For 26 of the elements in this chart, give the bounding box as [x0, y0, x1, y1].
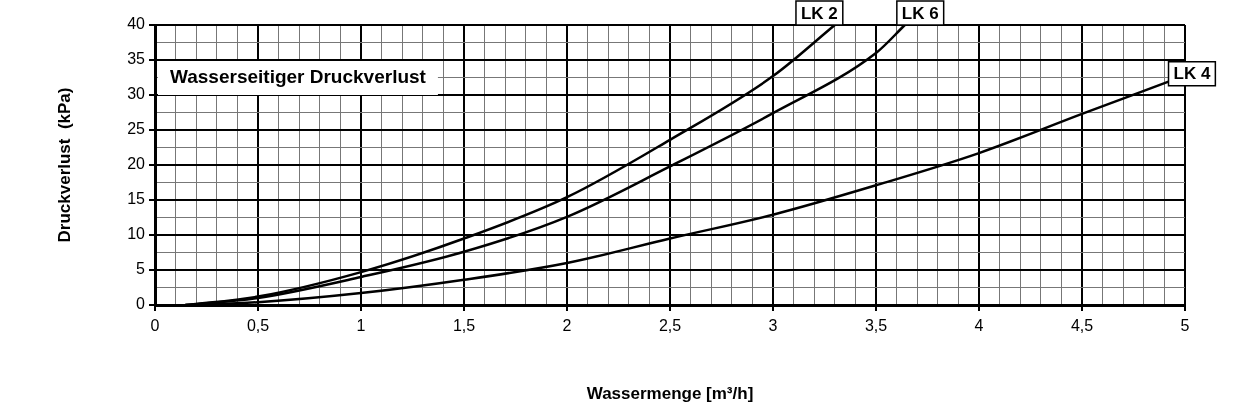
- x-tick-label: 3,5: [864, 317, 888, 335]
- x-tick-label: 2,5: [658, 317, 682, 335]
- y-axis-title: Druckverlust (kPa): [54, 87, 74, 243]
- y-tick-label: 20: [127, 155, 146, 173]
- x-tick-label: 4: [974, 317, 984, 335]
- x-tick-label: 1: [356, 317, 366, 335]
- y-tick-label: 35: [127, 50, 146, 68]
- y-tick-label: 10: [127, 225, 146, 243]
- y-tick-label: 15: [127, 190, 146, 208]
- y-tick-label: 30: [127, 85, 146, 103]
- y-tick-label: 5: [136, 260, 146, 278]
- y-tick-label: 40: [127, 15, 146, 33]
- text: Wasserseitiger Druckverlust: [170, 66, 427, 88]
- y-tick-label: 25: [127, 120, 146, 138]
- x-tick-label: 2: [562, 317, 572, 335]
- series-label: LK 2: [800, 3, 838, 23]
- x-tick-label: 5: [1180, 317, 1190, 335]
- x-tick-label: 0,5: [246, 317, 270, 335]
- x-tick-label: 3: [768, 317, 778, 335]
- x-tick-label: 0: [150, 317, 160, 335]
- series-label: LK 6: [901, 3, 939, 23]
- x-tick-label: 1,5: [452, 317, 476, 335]
- x-tick-label: 4,5: [1070, 317, 1094, 335]
- series-label: LK 4: [1173, 64, 1211, 84]
- y-tick-label: 0: [136, 295, 146, 313]
- x-axis-title: Wassermenge [m³/h]: [586, 384, 754, 404]
